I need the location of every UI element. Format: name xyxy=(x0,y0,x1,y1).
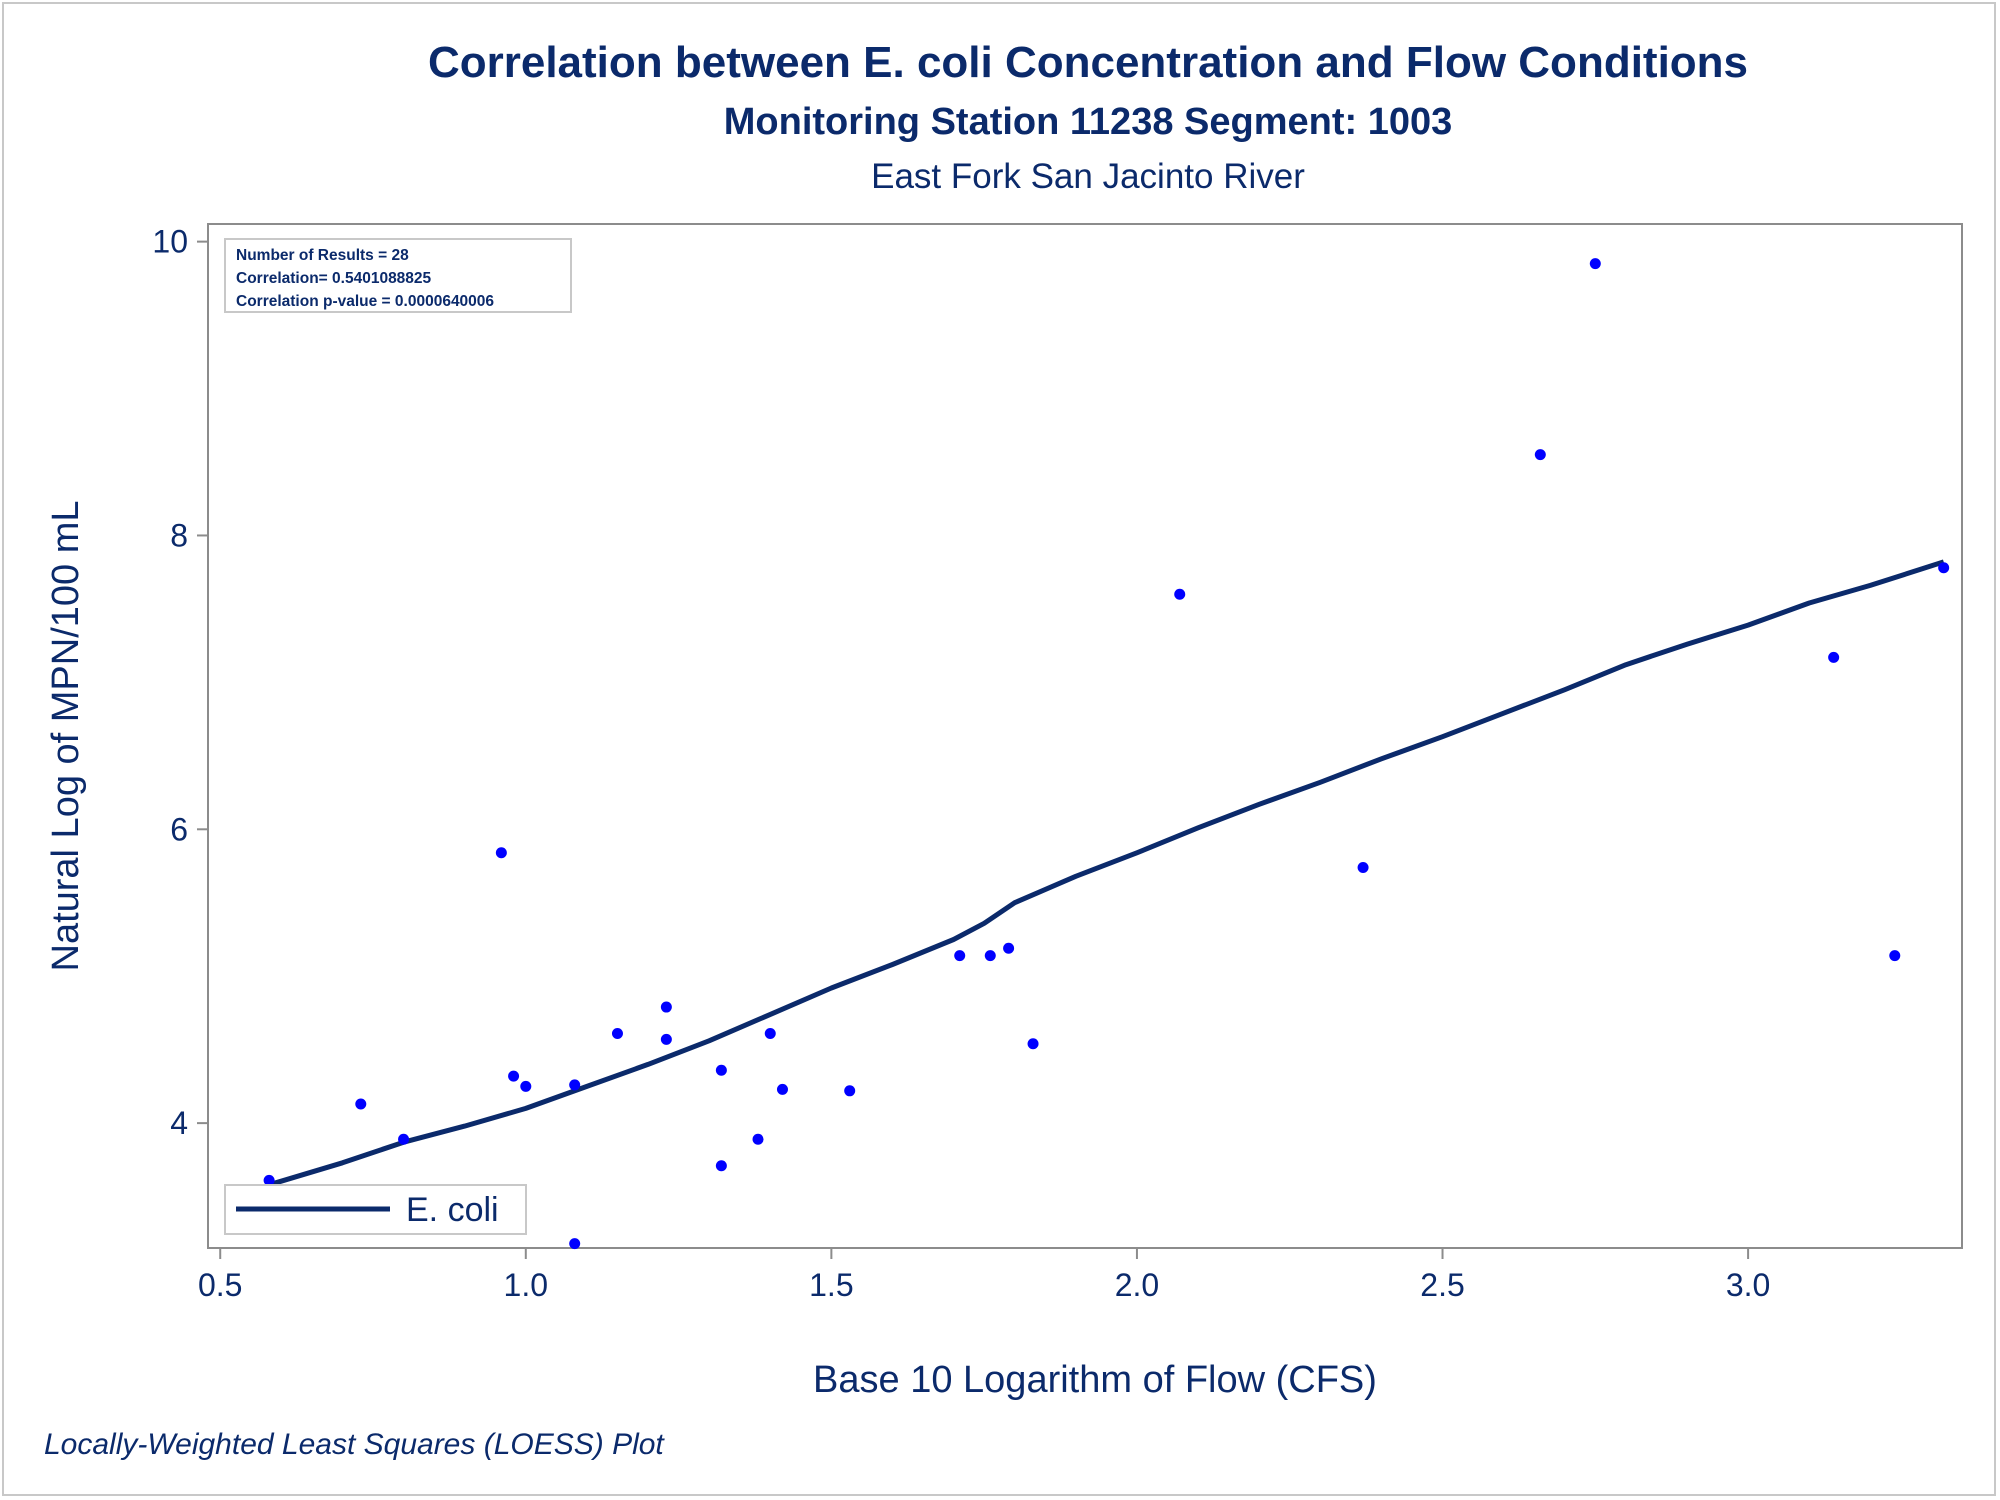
footnote: Locally-Weighted Least Squares (LOESS) P… xyxy=(44,1428,664,1461)
axes: 0.5 1.0 1.5 2.0 2.5 3.0 4 6 8 10 Base 10 Logarithm… xyxy=(45,223,1963,1401)
stats-box-border xyxy=(224,238,572,313)
x-tick-label: 1.5 xyxy=(809,1267,853,1303)
scatter-points-layer xyxy=(263,258,1950,1250)
data-point xyxy=(1589,258,1601,270)
data-point xyxy=(355,1098,367,1110)
stats-line: Number of Results = 28 xyxy=(236,247,409,264)
y-tick-label: 8 xyxy=(170,517,188,553)
y-tick-label: 10 xyxy=(152,224,188,260)
x-tick-label: 0.5 xyxy=(198,1267,242,1303)
data-point xyxy=(660,1033,672,1045)
x-tick-label: 2.0 xyxy=(1115,1267,1159,1303)
y-axis-title: Natural Log of MPN/100 mL xyxy=(45,500,87,971)
chart-subtitle-river: East Fork San Jacinto River xyxy=(871,157,1305,196)
legend: E. coli xyxy=(224,1184,527,1235)
data-point xyxy=(1027,1038,1039,1050)
data-point xyxy=(752,1133,764,1145)
chart-title: Correlation between E. coli Concentratio… xyxy=(427,38,1749,87)
x-tick-label: 3.0 xyxy=(1726,1267,1770,1303)
legend-label: E. coli xyxy=(406,1191,499,1229)
data-point xyxy=(508,1070,520,1082)
stats-line: Correlation= 0.5401088825 xyxy=(236,270,432,287)
x-axis-title: Base 10 Logarithm of Flow (CFS) xyxy=(813,1359,1377,1401)
data-point xyxy=(764,1028,776,1040)
data-point xyxy=(1889,950,1901,962)
plot-area-border xyxy=(207,223,1963,1249)
data-point xyxy=(1357,861,1369,873)
data-point xyxy=(1174,588,1186,600)
data-point xyxy=(715,1064,727,1076)
y-tick-label: 4 xyxy=(170,1105,188,1141)
y-tick-label: 6 xyxy=(170,811,188,847)
data-point xyxy=(715,1160,727,1172)
stats-line: Correlation p-value = 0.0000640006 xyxy=(236,293,494,310)
x-tick-label: 2.5 xyxy=(1420,1267,1464,1303)
data-point xyxy=(776,1083,788,1095)
chart-subtitle-station: Monitoring Station 11238 Segment: 1003 xyxy=(723,101,1453,143)
data-point xyxy=(569,1238,581,1250)
data-point xyxy=(1534,449,1546,461)
data-point xyxy=(495,847,507,859)
data-point xyxy=(1828,651,1840,663)
data-point xyxy=(263,1174,275,1186)
stats-box: Number of Results = 28 Correlation= 0.540… xyxy=(224,238,572,313)
data-point xyxy=(569,1079,581,1091)
data-point xyxy=(398,1133,410,1145)
data-point xyxy=(844,1085,856,1097)
data-point xyxy=(611,1028,623,1040)
x-tick-label: 1.0 xyxy=(504,1267,548,1303)
loess-line-layer xyxy=(268,559,1945,1188)
loess-line xyxy=(268,559,1945,1188)
data-point xyxy=(660,1001,672,1013)
data-point xyxy=(1938,562,1950,574)
data-point xyxy=(954,950,966,962)
data-point xyxy=(520,1080,532,1092)
data-point xyxy=(1003,942,1015,954)
data-point xyxy=(984,950,996,962)
